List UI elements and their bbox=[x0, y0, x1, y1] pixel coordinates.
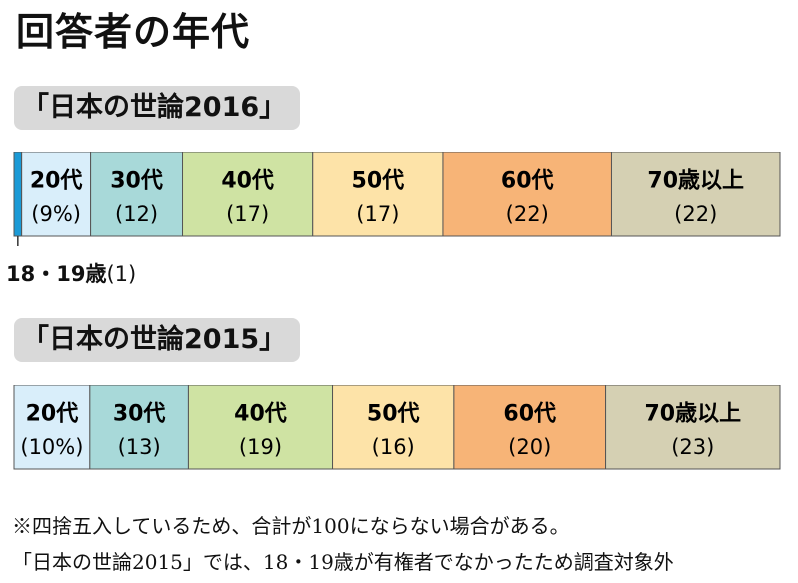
segment-value-1-4: (20) bbox=[508, 435, 551, 459]
bar-segment-1-3 bbox=[332, 385, 455, 470]
segment-label-0-4: 50代 bbox=[352, 168, 405, 193]
segment-label-1-1: 30代 bbox=[113, 401, 166, 426]
bar-segment-1-1 bbox=[89, 385, 189, 470]
segment-label-1-4: 60代 bbox=[503, 401, 556, 426]
segment-value-1-1: (13) bbox=[118, 435, 161, 459]
segment-label-1-2: 40代 bbox=[234, 401, 287, 426]
stacked-bar-2016: 20代 (9%) 30代 (12) 40代 (17) 50代 (17) 60代 (22) 70歳以上… bbox=[13, 152, 781, 246]
bar-segment-0-2 bbox=[90, 152, 184, 237]
segment-value-0-4: (17) bbox=[356, 202, 399, 226]
segment-label-1-5: 70歳以上 bbox=[644, 401, 741, 426]
segment-label-1-3: 50代 bbox=[367, 401, 420, 426]
segment-value-1-5: (23) bbox=[671, 435, 714, 459]
stacked-bar-2015: 20代 (10%) 30代 (13) 40代 (19) 50代 (16) 60代 (20) 70歳以… bbox=[13, 385, 781, 470]
segment-value-0-5: (22) bbox=[506, 202, 549, 226]
bar-segment-0-6 bbox=[610, 152, 781, 237]
bar-segment-1-2 bbox=[187, 385, 334, 470]
segment-value-1-2: (19) bbox=[239, 435, 282, 459]
survey-label-2016: 「日本の世論2016」 bbox=[14, 86, 301, 130]
segment-label-0-3: 40代 bbox=[221, 168, 274, 193]
note-exclusion: 「日本の世論2015」では、18・19歳が有権者でなかったため調査対象外 bbox=[12, 550, 674, 574]
callout-value: (1) bbox=[106, 262, 137, 286]
segment-value-0-1: (9%) bbox=[31, 202, 81, 226]
segment-label-0-2: 30代 bbox=[110, 168, 163, 193]
bar-segment-1-4 bbox=[453, 385, 607, 470]
segment-label-1-0: 20代 bbox=[26, 401, 79, 426]
segment-label-0-5: 60代 bbox=[501, 168, 554, 193]
bar-segment-1-0 bbox=[13, 385, 91, 470]
note-rounding: ※四捨五入しているため、合計が100にならない場合がある。 bbox=[12, 514, 570, 538]
segment-label-0-6: 70歳以上 bbox=[647, 168, 744, 193]
segment-value-1-0: (10%) bbox=[20, 435, 83, 459]
chart-title: 回答者の年代 bbox=[16, 10, 251, 54]
bar-segment-0-5 bbox=[442, 152, 612, 237]
segment-label-0-1: 20代 bbox=[30, 168, 83, 193]
bar-segment-0-1 bbox=[21, 152, 92, 237]
bar-segment-0-4 bbox=[312, 152, 444, 237]
bar-segment-1-5 bbox=[605, 385, 781, 470]
segment-value-0-6: (22) bbox=[674, 202, 717, 226]
segment-value-0-3: (17) bbox=[226, 202, 269, 226]
callout-18-19: 18・19歳(1) bbox=[6, 258, 136, 288]
bar-segment-0-0 bbox=[13, 152, 23, 237]
segment-value-0-2: (12) bbox=[115, 202, 158, 226]
survey-label-2015: 「日本の世論2015」 bbox=[14, 318, 301, 362]
bar-segment-0-3 bbox=[182, 152, 314, 237]
callout-label: 18・19歳 bbox=[6, 262, 107, 286]
segment-value-1-3: (16) bbox=[372, 435, 415, 459]
